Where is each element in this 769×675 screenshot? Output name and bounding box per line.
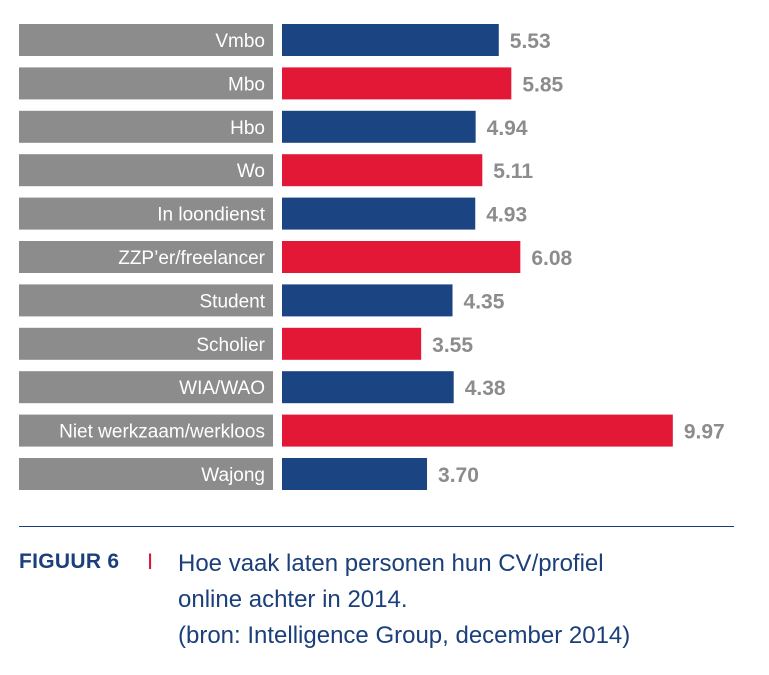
category-label-bg-student (19, 284, 273, 317)
category-label-bg-in-loondienst (19, 197, 273, 230)
caption-line-1: Hoe vaak laten personen hun CV/profiel (178, 550, 604, 577)
caption-line-3: (bron: Intelligence Group, december 2014… (178, 622, 631, 649)
bar-hbo (282, 110, 476, 143)
category-label-bg-mbo (19, 67, 273, 100)
category-label-in-loondienst: In loondienst (157, 205, 265, 226)
value-label-niet-werkzaam-werkloos: 9.97 (684, 421, 725, 444)
bar-student (282, 284, 453, 317)
value-label-in-loondienst: 4.93 (486, 204, 527, 227)
bar-niet-werkzaam-werkloos (282, 414, 673, 447)
bar-zzp-er-freelancer (282, 241, 521, 273)
value-label-wajong: 3.70 (438, 464, 479, 487)
value-label-zzp-er-freelancer: 6.08 (531, 247, 572, 270)
bar-wo (282, 154, 483, 187)
value-label-wo: 5.11 (493, 160, 533, 183)
category-label-mbo: Mbo (228, 74, 265, 95)
category-label-niet-werkzaam-werkloos: Niet werkzaam/werkloos (59, 422, 265, 443)
category-label-student: Student (200, 291, 266, 312)
value-label-scholier: 3.55 (432, 334, 473, 357)
category-label-bg-zzp-er-freelancer (19, 241, 273, 273)
category-label-bg-vmbo (19, 24, 273, 56)
figure-label: FIGUUR 6 (19, 550, 120, 573)
bar-scholier (282, 327, 422, 360)
value-label-student: 4.35 (464, 290, 505, 313)
bar-wia-wao (282, 371, 454, 404)
category-label-vmbo: Vmbo (215, 31, 265, 52)
bar-chart: Vmbo 5.53 Mbo 5.85 Hbo 4.94 Wo 5.11 In loondiens… (19, 24, 725, 490)
figure-caption: Hoe vaak laten personen hun CV/profiel o… (178, 546, 738, 654)
category-label-wo: Wo (237, 161, 265, 182)
category-label-bg-wajong (19, 458, 273, 490)
bar-mbo (282, 67, 512, 100)
caption-line-2: online achter in 2014. (178, 586, 408, 613)
bar-wajong (282, 458, 428, 490)
value-label-vmbo: 5.53 (510, 30, 551, 53)
value-label-mbo: 5.85 (522, 73, 563, 96)
category-label-wia-wao: WIA/WAO (179, 378, 265, 399)
value-label-wia-wao: 4.38 (465, 377, 506, 400)
figure-separator: I (147, 549, 154, 574)
bar-in-loondienst (282, 197, 476, 230)
category-label-scholier: Scholier (196, 335, 265, 356)
category-label-wajong: Wajong (201, 465, 265, 486)
category-label-bg-scholier (19, 327, 273, 360)
category-label-zzp-er-freelancer: ZZP’er/freelancer (118, 248, 265, 269)
value-label-hbo: 4.94 (487, 117, 528, 140)
category-label-hbo: Hbo (230, 118, 265, 139)
category-label-bg-hbo (19, 110, 273, 143)
bar-vmbo (282, 24, 499, 56)
category-label-bg-niet-werkzaam-werkloos (19, 414, 273, 447)
category-label-bg-wo (19, 154, 273, 187)
caption-divider (19, 526, 734, 527)
category-label-bg-wia-wao (19, 371, 273, 404)
